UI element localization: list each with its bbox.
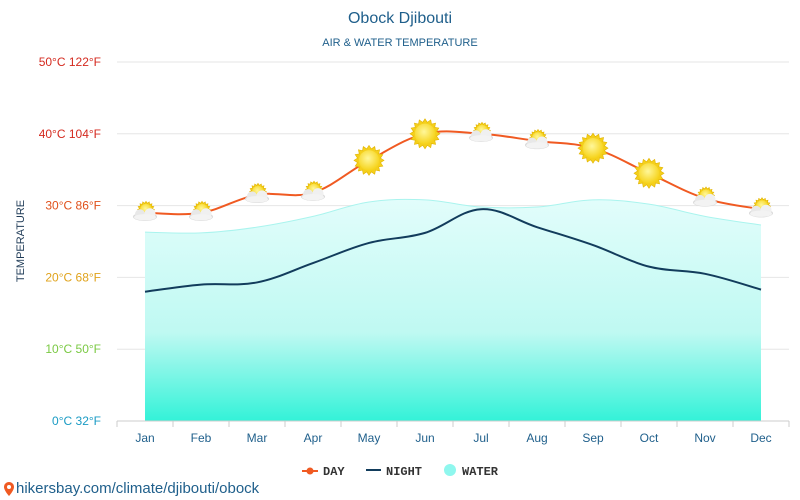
y-tick-label: 10°C 50°F (45, 342, 101, 356)
sun-icon (353, 144, 385, 176)
legend-item-water[interactable]: WATER (444, 464, 499, 479)
x-tick-label: Feb (191, 431, 212, 445)
x-tick-label: Nov (694, 431, 715, 445)
x-tick-label: May (358, 431, 381, 445)
sun-icon (577, 132, 609, 164)
legend-label-water: WATER (462, 465, 499, 479)
footer-url: hikersbay.com/climate/djibouti/obock (16, 480, 260, 497)
cloud-sun-icon (301, 180, 325, 201)
legend-label-night: NIGHT (386, 465, 422, 479)
y-tick-label: 50°C 122°F (39, 55, 101, 69)
cloud-sun-icon (133, 200, 157, 221)
x-tick-label: Dec (750, 431, 771, 445)
legend-label-day: DAY (323, 465, 345, 479)
legend-item-night[interactable]: NIGHT (366, 465, 422, 479)
x-tick-label: Jul (473, 431, 488, 445)
x-tick-label: Sep (582, 431, 604, 445)
x-tick-label: Apr (304, 431, 323, 445)
map-pin-icon (4, 481, 14, 496)
series-line-water (144, 198, 762, 234)
cloud-sun-icon (749, 197, 773, 218)
cloud-sun-icon (189, 200, 213, 221)
x-tick-label: Jan (135, 431, 154, 445)
series-line-day (144, 130, 762, 216)
cloud-sun-icon (469, 121, 493, 142)
sun-icon (633, 157, 665, 189)
y-tick-label: 40°C 104°F (39, 127, 101, 141)
legend: DAY NIGHT WATER (302, 464, 499, 479)
x-tick-label: Mar (247, 431, 268, 445)
chart-title: Obock Djibouti (348, 10, 452, 27)
y-tick-label: 30°C 86°F (45, 199, 101, 213)
legend-item-day[interactable]: DAY (302, 465, 345, 479)
sun-icon (409, 118, 441, 150)
cloud-sun-icon (525, 128, 549, 150)
y-tick-label: 20°C 68°F (45, 270, 101, 284)
y-axis-title: TEMPERATURE (15, 200, 27, 282)
x-tick-label: Oct (640, 431, 659, 445)
series-area-water (145, 199, 761, 421)
series-line-night (144, 208, 762, 293)
cloud-sun-icon (245, 182, 269, 204)
chart-subtitle: AIR & WATER TEMPERATURE (322, 37, 477, 49)
y-tick-label: 0°C 32°F (52, 414, 101, 428)
cloud-sun-icon (693, 186, 717, 207)
x-tick-label: Aug (526, 431, 547, 445)
footer-link[interactable]: hikersbay.com/climate/djibouti/obock (4, 480, 259, 497)
x-tick-label: Jun (415, 431, 434, 445)
